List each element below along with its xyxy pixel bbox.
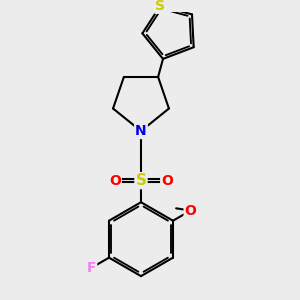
Text: N: N	[135, 124, 147, 138]
Text: O: O	[161, 174, 173, 188]
Text: S: S	[155, 0, 165, 13]
Text: O: O	[109, 174, 121, 188]
Text: S: S	[136, 173, 146, 188]
Text: O: O	[184, 204, 196, 218]
Text: F: F	[87, 261, 96, 275]
